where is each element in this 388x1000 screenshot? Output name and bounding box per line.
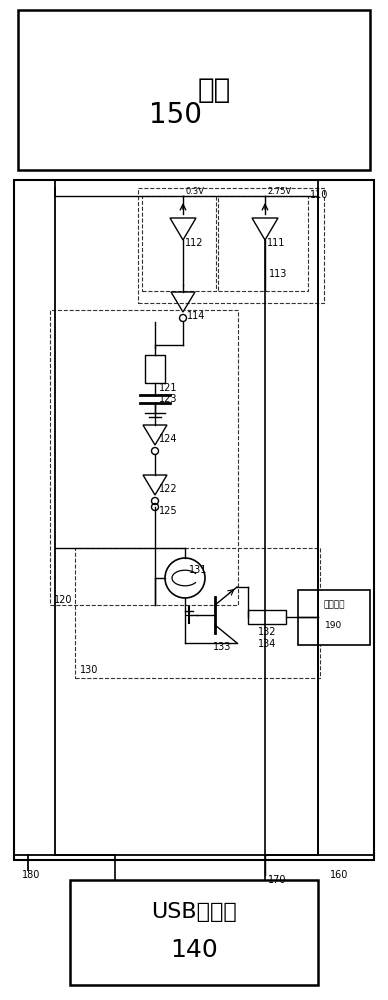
Text: 170: 170 xyxy=(268,875,286,885)
Text: 130: 130 xyxy=(80,665,99,675)
Text: 123: 123 xyxy=(159,394,177,404)
Text: 180: 180 xyxy=(22,870,40,880)
Text: 124: 124 xyxy=(159,434,177,444)
Text: 140: 140 xyxy=(170,938,218,962)
Text: 电源: 电源 xyxy=(197,76,230,104)
Text: 160: 160 xyxy=(330,870,348,880)
Text: 120: 120 xyxy=(54,595,73,605)
Bar xyxy=(142,196,216,291)
Text: 121: 121 xyxy=(159,383,177,393)
Text: 113: 113 xyxy=(269,269,288,279)
Text: 133: 133 xyxy=(213,642,231,652)
Bar xyxy=(138,188,324,303)
Bar xyxy=(298,590,370,645)
Bar xyxy=(248,610,286,624)
Text: 114: 114 xyxy=(187,311,205,321)
Text: 132: 132 xyxy=(258,627,276,637)
Bar xyxy=(50,310,238,605)
Text: 125: 125 xyxy=(159,506,178,516)
Bar xyxy=(70,880,318,985)
Text: 122: 122 xyxy=(159,484,178,494)
Bar xyxy=(14,180,374,860)
Text: 111: 111 xyxy=(267,238,286,248)
Text: 110: 110 xyxy=(310,190,328,200)
Bar xyxy=(218,196,308,291)
Bar xyxy=(18,10,370,170)
Text: 2.75V: 2.75V xyxy=(267,186,291,196)
Bar xyxy=(145,355,165,383)
Text: 0.3V: 0.3V xyxy=(185,186,204,196)
Text: USB连接器: USB连接器 xyxy=(151,902,237,922)
Text: 190: 190 xyxy=(326,620,343,630)
Text: 134: 134 xyxy=(258,639,276,649)
Text: 开关电路: 开关电路 xyxy=(323,600,345,609)
Text: 150: 150 xyxy=(149,101,203,129)
Bar xyxy=(75,548,320,678)
Text: 112: 112 xyxy=(185,238,203,248)
Text: 131: 131 xyxy=(189,565,207,575)
